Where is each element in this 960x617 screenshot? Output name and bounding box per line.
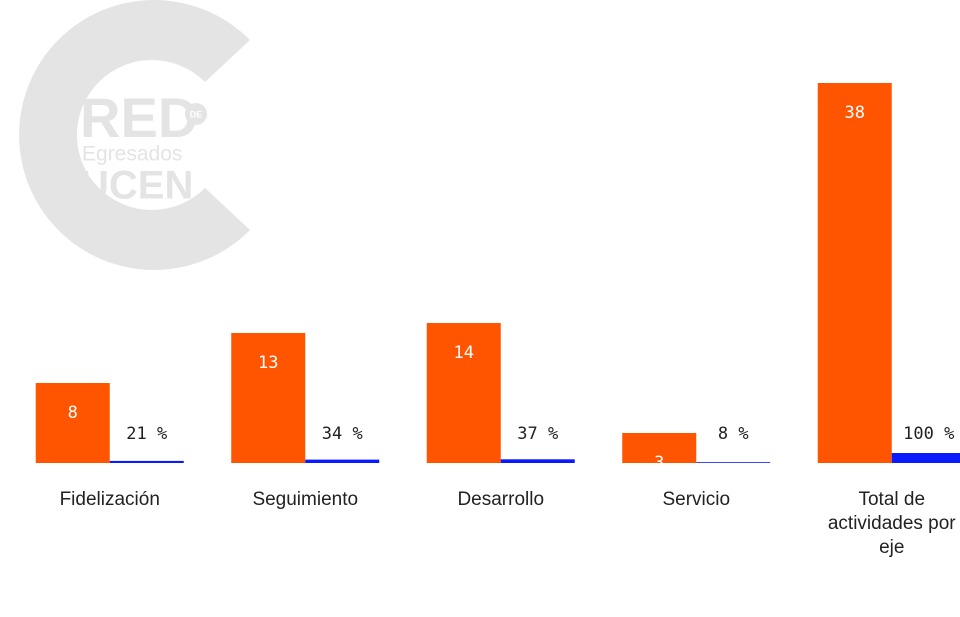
bar	[35, 383, 110, 463]
logo-name: UCEN	[80, 164, 193, 208]
logo-badge: DE	[190, 109, 203, 119]
value-label: 21 %	[126, 424, 167, 444]
logo-subtitle: Egresados	[82, 143, 182, 166]
logo-badge-circle	[185, 103, 207, 125]
bar	[891, 453, 960, 463]
value-label: 8	[68, 403, 78, 423]
value-label: 14	[454, 343, 474, 363]
bar	[500, 459, 575, 463]
value-label: 100 %	[903, 424, 954, 444]
x-tick-label: Seguimiento	[252, 489, 359, 510]
bar	[109, 460, 184, 463]
bar	[231, 333, 306, 463]
value-label: 34 %	[322, 424, 363, 444]
x-tick-label: Total de actividades por eje	[827, 489, 956, 558]
value-label: 3	[654, 453, 664, 473]
bar	[305, 459, 380, 463]
value-label: 13	[258, 353, 278, 373]
x-tick-label: Desarrollo	[457, 489, 545, 510]
bar	[622, 433, 697, 463]
logo-title: RED	[80, 86, 198, 149]
bar	[817, 83, 892, 463]
logo: RED DE Egresados UCEN	[19, 0, 250, 270]
x-tick-label: Fidelización	[59, 489, 160, 510]
bar	[426, 323, 501, 463]
logo-arc	[19, 0, 250, 270]
x-tick-label: Servicio	[662, 489, 731, 510]
value-label: 38	[845, 103, 865, 123]
value-label: 37 %	[517, 424, 558, 444]
value-label: 8 %	[718, 424, 749, 444]
bar	[696, 462, 771, 463]
